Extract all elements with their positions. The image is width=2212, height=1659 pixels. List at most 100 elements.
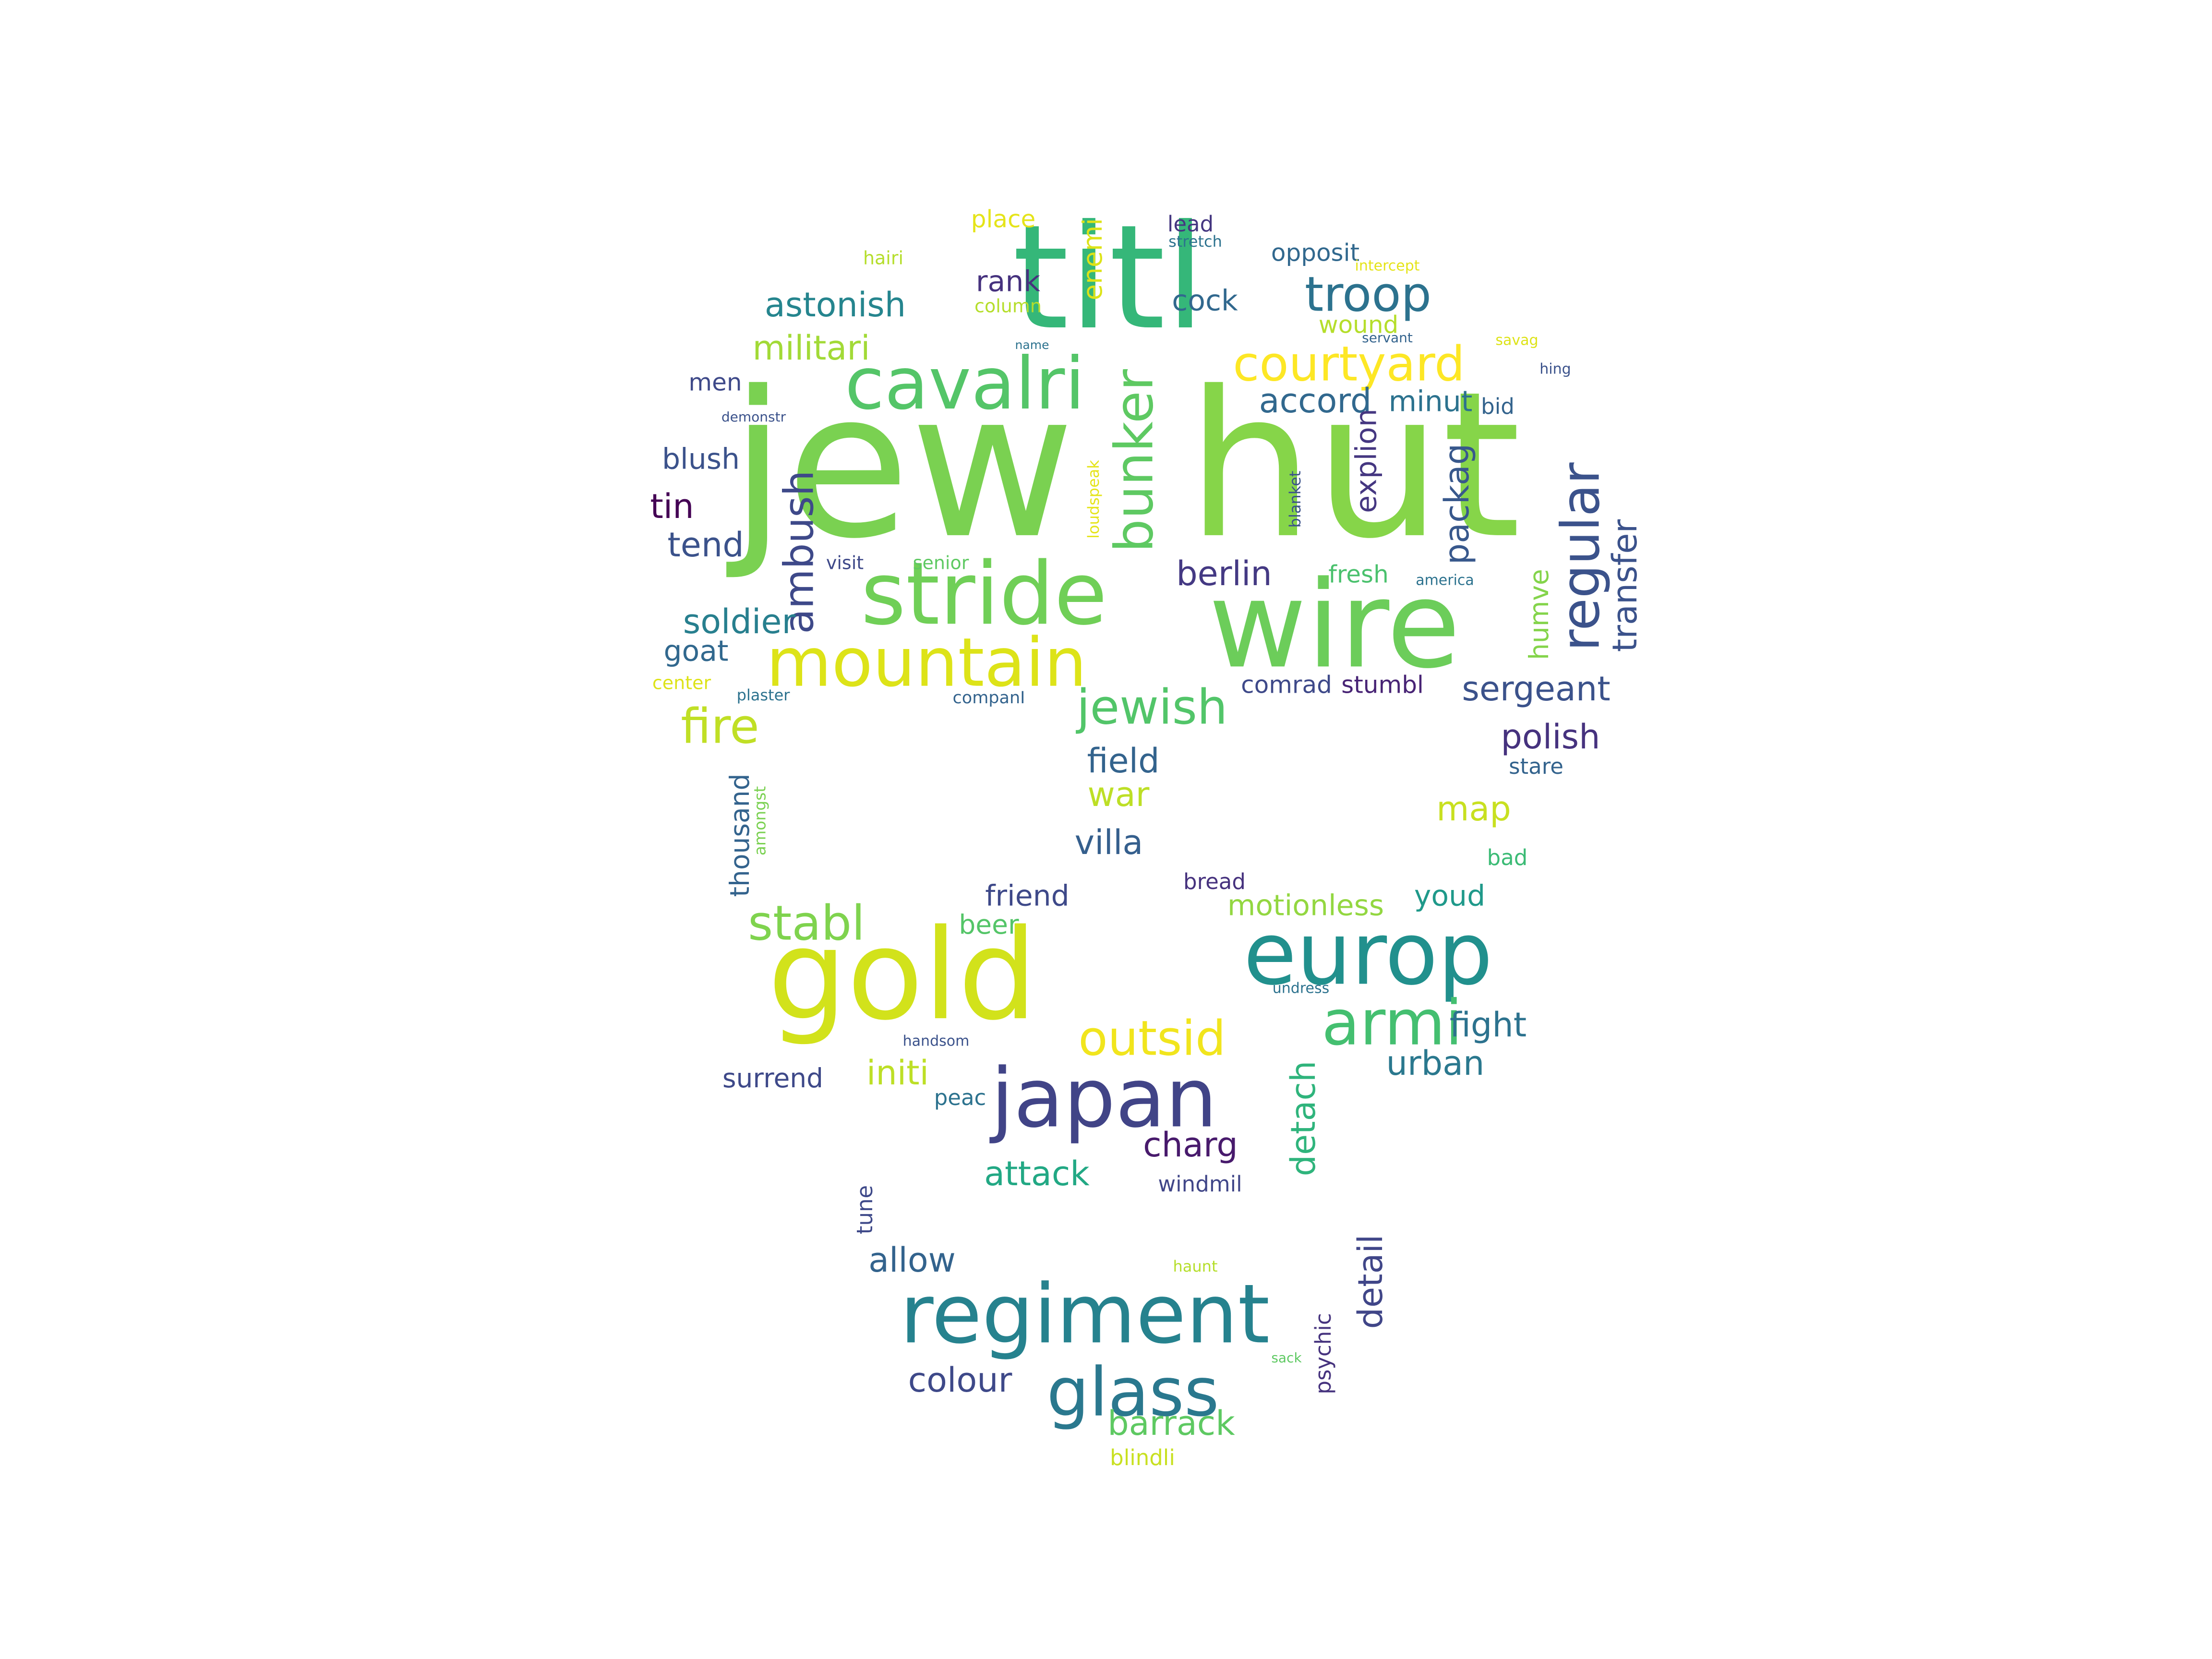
cloud-word: transfer: [1605, 519, 1645, 652]
cloud-word: tend: [667, 525, 744, 565]
cloud-word: tin: [650, 487, 694, 526]
cloud-word: soldier: [683, 602, 796, 641]
cloud-word: undress: [1273, 980, 1329, 997]
cloud-word: lead: [1167, 211, 1214, 237]
cloud-word: senior: [913, 553, 969, 574]
cloud-word: titl: [1012, 194, 1205, 361]
cloud-word: comrad: [1241, 671, 1332, 699]
cloud-word: polish: [1501, 717, 1600, 757]
cloud-word: mountain: [766, 624, 1087, 702]
cloud-word: war: [1088, 775, 1150, 814]
cloud-word: stretch: [1168, 232, 1222, 251]
cloud-word: psychic: [1310, 1313, 1336, 1394]
cloud-word: gold: [768, 903, 1037, 1048]
cloud-word: windmil: [1158, 1171, 1242, 1197]
cloud-word: jew: [724, 349, 1075, 583]
cloud-word: ambush: [775, 470, 823, 634]
cloud-word: detach: [1284, 1061, 1323, 1177]
cloud-word: bread: [1183, 869, 1246, 894]
cloud-word: courtyard: [1233, 336, 1465, 392]
cloud-word: wire: [1208, 555, 1460, 695]
cloud-word: outsid: [1078, 1010, 1226, 1066]
cloud-word: hing: [1539, 361, 1571, 378]
cloud-word: stumbl: [1341, 671, 1424, 699]
cloud-word: urban: [1386, 1044, 1485, 1083]
cloud-word: minut: [1389, 385, 1473, 419]
cloud-word: visit: [826, 553, 864, 574]
cloud-word: glass: [1046, 1354, 1219, 1432]
cloud-word: sergeant: [1462, 669, 1610, 709]
cloud-word: humve: [1524, 569, 1554, 660]
cloud-word: amongst: [751, 786, 769, 856]
cloud-word: japan: [989, 1051, 1217, 1146]
cloud-word: villa: [1075, 823, 1143, 862]
cloud-word: companI: [953, 688, 1025, 708]
cloud-word: wound: [1319, 311, 1399, 339]
cloud-word: motionless: [1227, 889, 1384, 923]
cloud-word: opposit: [1271, 239, 1359, 267]
cloud-word: fire: [681, 698, 759, 754]
cloud-word: surrend: [722, 1063, 823, 1094]
cloud-word: handsom: [903, 1033, 970, 1050]
cloud-word: tune: [852, 1185, 878, 1234]
cloud-word: youd: [1414, 879, 1485, 913]
cloud-word: men: [688, 369, 742, 397]
cloud-word: colour: [908, 1360, 1012, 1400]
cloud-word: bad: [1487, 845, 1528, 870]
cloud-word: charg: [1143, 1125, 1238, 1165]
cloud-word: place: [971, 205, 1036, 233]
cloud-word: initi: [866, 1053, 929, 1093]
cloud-word: rank: [976, 265, 1040, 299]
cloud-word: servant: [1362, 330, 1413, 346]
cloud-word: armi: [1322, 986, 1463, 1059]
cloud-word: savag: [1495, 332, 1538, 349]
cloud-word: plaster: [737, 686, 791, 704]
cloud-word: beer: [959, 909, 1019, 940]
cloud-word: map: [1436, 789, 1511, 829]
cloud-word: field: [1087, 741, 1159, 781]
cloud-word: fight: [1450, 1005, 1527, 1045]
cloud-word: intercept: [1355, 258, 1420, 275]
cloud-word: cavalri: [845, 342, 1085, 426]
cloud-word: cock: [1172, 284, 1238, 318]
cloud-word: enemi: [1077, 218, 1108, 300]
cloud-word: sack: [1271, 1350, 1302, 1366]
cloud-word: hut: [1186, 349, 1521, 583]
cloud-word: barrack: [1107, 1404, 1235, 1443]
cloud-word: bunker: [1103, 369, 1165, 553]
cloud-word: blanket: [1286, 471, 1304, 528]
cloud-word: demonstr: [721, 409, 786, 425]
cloud-word: blush: [662, 443, 740, 476]
cloud-word: column: [974, 296, 1042, 317]
cloud-word: regular: [1550, 462, 1611, 651]
cloud-word: jewish: [1076, 679, 1227, 735]
cloud-word: berlin: [1176, 554, 1272, 593]
cloud-word: militari: [752, 328, 870, 368]
cloud-word: packag: [1437, 444, 1477, 565]
cloud-word: stride: [861, 544, 1107, 644]
cloud-word: stabl: [748, 895, 865, 951]
cloud-word: bid: [1481, 394, 1515, 419]
cloud-word: stare: [1509, 754, 1563, 779]
cloud-word: explion: [1350, 409, 1383, 513]
cloud-word: fresh: [1328, 561, 1389, 589]
cloud-word: detail: [1351, 1235, 1390, 1329]
cloud-word: accord: [1259, 381, 1372, 421]
cloud-word: astonish: [765, 285, 906, 325]
cloud-word: blindli: [1110, 1445, 1175, 1470]
cloud-word: center: [652, 673, 711, 694]
cloud-word: loudspeak: [1084, 460, 1103, 539]
cloud-word: haunt: [1173, 1257, 1218, 1275]
cloud-word: goat: [663, 635, 728, 668]
cloud-word: attack: [984, 1154, 1090, 1193]
cloud-word: friend: [985, 879, 1070, 913]
cloud-word: peac: [934, 1085, 986, 1110]
cloud-word: regiment: [900, 1267, 1270, 1362]
cloud-word: europ: [1243, 904, 1492, 1004]
cloud-word: allow: [868, 1240, 956, 1280]
cloud-word: hairi: [863, 248, 903, 269]
cloud-word: thousand: [724, 773, 755, 897]
cloud-word: america: [1416, 572, 1474, 589]
cloud-word: troop: [1305, 266, 1431, 322]
